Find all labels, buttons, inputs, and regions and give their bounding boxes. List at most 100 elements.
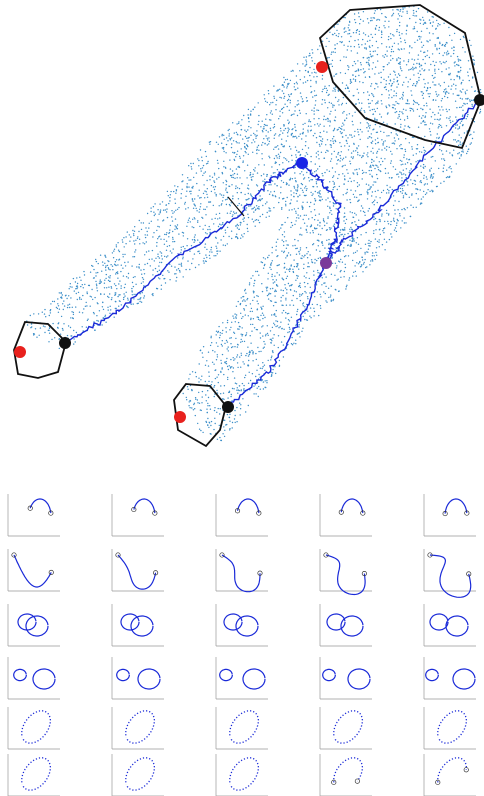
cloud-point — [436, 137, 437, 138]
cloud-point — [270, 264, 271, 265]
cloud-point — [118, 306, 119, 307]
cloud-point — [263, 381, 264, 382]
cloud-point — [94, 313, 95, 314]
cloud-point — [410, 90, 411, 91]
cloud-point — [392, 9, 393, 10]
cloud-point — [320, 193, 321, 194]
cloud-point — [424, 69, 425, 70]
cloud-point — [348, 30, 349, 31]
cloud-point — [388, 223, 389, 224]
cloud-point — [433, 16, 434, 17]
cloud-point — [269, 208, 270, 209]
cloud-point — [227, 322, 228, 323]
cloud-point — [409, 127, 410, 128]
cloud-point — [231, 147, 232, 148]
cloud-point — [340, 229, 341, 230]
cloud-point — [169, 245, 170, 246]
cloud-point — [238, 166, 239, 167]
cloud-point — [372, 260, 373, 261]
cloud-point — [413, 110, 414, 111]
cloud-point — [461, 107, 462, 108]
cloud-point — [429, 40, 430, 41]
cloud-point — [362, 82, 363, 83]
cloud-point — [327, 139, 328, 140]
cloud-point — [226, 340, 227, 341]
snapshot — [8, 707, 60, 749]
cloud-point — [331, 274, 332, 275]
cloud-point — [354, 135, 355, 136]
cloud-point — [242, 162, 243, 163]
cloud-point — [457, 153, 458, 154]
cloud-point — [306, 63, 307, 64]
cloud-point — [250, 127, 251, 128]
cloud-point — [415, 85, 416, 86]
cloud-point — [264, 370, 265, 371]
cloud-point — [227, 341, 228, 342]
cloud-point — [306, 190, 307, 191]
cloud-point — [304, 282, 305, 283]
cloud-point — [297, 63, 298, 64]
cloud-point — [155, 213, 156, 214]
cloud-point — [369, 136, 370, 137]
cloud-point — [429, 191, 430, 192]
cloud-point — [402, 188, 403, 189]
cloud-point — [360, 139, 361, 140]
cloud-point — [446, 68, 447, 69]
cloud-point — [139, 301, 140, 302]
cloud-point — [330, 210, 331, 211]
cloud-point — [172, 231, 173, 232]
cloud-point — [228, 350, 229, 351]
cloud-point — [379, 246, 380, 247]
cloud-point — [472, 56, 473, 57]
cloud-point — [466, 118, 467, 119]
cloud-point — [229, 133, 230, 134]
cloud-point — [186, 397, 187, 398]
cloud-point — [293, 305, 294, 306]
cloud-point — [246, 131, 247, 132]
cloud-point — [262, 262, 263, 263]
cloud-point — [438, 83, 439, 84]
cloud-point — [242, 327, 243, 328]
cloud-point — [345, 135, 346, 136]
cloud-point — [339, 232, 340, 233]
cloud-point — [375, 259, 376, 260]
cloud-point — [202, 396, 203, 397]
cloud-point — [258, 220, 259, 221]
trajectory — [118, 555, 156, 589]
cloud-point — [291, 343, 292, 344]
cloud-point — [50, 303, 51, 304]
cloud-point — [398, 201, 399, 202]
cloud-point — [283, 241, 284, 242]
cloud-point — [375, 191, 376, 192]
cloud-point — [391, 160, 392, 161]
cloud-point — [280, 227, 281, 228]
cloud-point — [419, 63, 420, 64]
cloud-point — [318, 154, 319, 155]
cloud-point — [214, 174, 215, 175]
cloud-point — [241, 353, 242, 354]
cloud-point — [150, 207, 151, 208]
cloud-point — [386, 89, 387, 90]
cloud-point — [129, 241, 130, 242]
cloud-point — [352, 115, 353, 116]
cloud-point — [313, 315, 314, 316]
cloud-point — [281, 209, 282, 210]
cloud-point — [297, 311, 298, 312]
cloud-point — [234, 418, 235, 419]
cloud-point — [255, 136, 256, 137]
cloud-point — [224, 430, 225, 431]
cloud-point — [275, 249, 276, 250]
cloud-point — [441, 158, 442, 159]
cloud-point — [256, 153, 257, 154]
cloud-point — [391, 177, 392, 178]
cloud-point — [363, 20, 364, 21]
cloud-point — [242, 138, 243, 139]
cloud-point — [466, 146, 467, 147]
cloud-point — [431, 116, 432, 117]
cloud-point — [227, 243, 228, 244]
cloud-point — [195, 397, 196, 398]
cloud-point — [423, 164, 424, 165]
cloud-point — [421, 47, 422, 48]
cloud-point — [233, 177, 234, 178]
cloud-point — [328, 244, 329, 245]
